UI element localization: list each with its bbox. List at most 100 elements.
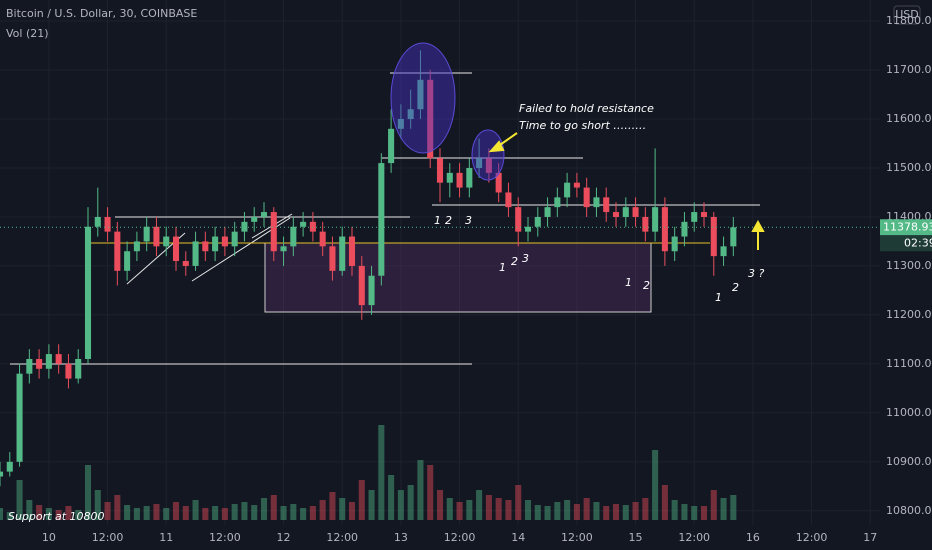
candle-body xyxy=(241,221,248,232)
x-tick-label: 12 xyxy=(277,531,291,544)
volume-bar xyxy=(681,504,688,520)
volume-bar xyxy=(172,502,180,520)
volume-bar xyxy=(554,502,561,520)
volume-bar xyxy=(0,508,4,520)
candle-body xyxy=(612,212,620,217)
volume-bar xyxy=(114,495,121,520)
volume-bar xyxy=(16,480,23,520)
x-tick-label: 12:00 xyxy=(678,531,710,544)
range-box xyxy=(264,242,652,313)
currency-button[interactable] xyxy=(893,5,921,25)
volume-bar xyxy=(202,508,209,520)
volume-bar xyxy=(192,500,199,520)
volume-bar xyxy=(45,508,52,520)
candle-body xyxy=(16,373,23,462)
volume-bar xyxy=(368,490,375,520)
arrow-head xyxy=(488,140,505,153)
y-tick-label: 11200.00 xyxy=(886,308,932,321)
volume-bar xyxy=(260,498,268,520)
volume-bar xyxy=(661,485,668,520)
y-tick-label: 11800.00 xyxy=(886,14,932,27)
volume-bar xyxy=(251,505,258,520)
volume-bar xyxy=(417,460,424,520)
volume-bar xyxy=(632,502,639,520)
candle-body xyxy=(436,158,444,183)
countdown-label: 02:39 xyxy=(904,236,932,249)
candle-body xyxy=(231,231,238,247)
candle-body xyxy=(300,221,307,227)
candle-body xyxy=(407,109,414,120)
volume-bar xyxy=(427,465,434,520)
candle-body xyxy=(75,358,82,379)
candle-body xyxy=(192,241,199,266)
candle-body xyxy=(45,354,52,369)
countdown-box xyxy=(880,235,932,252)
volume-bar xyxy=(55,510,62,520)
volume-bar xyxy=(534,505,541,520)
candle-body xyxy=(94,216,101,227)
candle-body xyxy=(524,226,532,232)
candle-body xyxy=(700,212,708,217)
x-tick-label: 17 xyxy=(863,531,877,544)
volume-bar xyxy=(94,490,101,520)
x-tick-label: 13 xyxy=(394,531,408,544)
candle-body xyxy=(163,236,170,247)
volume-bar xyxy=(397,490,404,520)
volume-bar xyxy=(710,490,717,520)
volume-bar xyxy=(388,475,395,520)
volume-bar xyxy=(524,500,532,520)
candle-body xyxy=(260,212,268,217)
candle-body xyxy=(730,227,737,247)
arrow-head xyxy=(751,219,765,232)
volume-bar xyxy=(700,506,708,520)
candle-body xyxy=(427,79,434,159)
volume-bar xyxy=(446,498,453,520)
x-tick-label: 11 xyxy=(159,531,173,544)
candle-body xyxy=(622,207,629,217)
candle-body xyxy=(485,158,492,173)
candle-body xyxy=(534,216,541,227)
candle-body xyxy=(564,182,571,198)
currency-label[interactable]: USD xyxy=(895,8,919,21)
grid xyxy=(0,0,880,525)
candle-body xyxy=(6,461,13,472)
volume-bar xyxy=(65,506,72,520)
volume-bar xyxy=(75,510,82,520)
candle-body xyxy=(515,207,522,232)
candle-body xyxy=(339,236,346,271)
candle-body xyxy=(221,236,228,247)
annotation: 3 xyxy=(522,252,529,265)
x-tick-label: 12:00 xyxy=(796,531,828,544)
volume-bar xyxy=(339,498,346,520)
candle-body xyxy=(348,236,356,266)
volume-bar xyxy=(573,504,580,520)
y-tick-label: 10900.00 xyxy=(886,455,932,468)
candle-body xyxy=(710,216,717,257)
candle-body xyxy=(319,231,326,247)
volume-bar xyxy=(221,508,228,520)
volume-bar xyxy=(456,502,463,520)
candle-body xyxy=(417,79,424,110)
volume-bar xyxy=(485,495,492,520)
volume-bar xyxy=(378,425,385,520)
volume-bar xyxy=(104,502,111,520)
x-tick-label: 12:00 xyxy=(561,531,593,544)
candle-body xyxy=(652,207,659,232)
candle-body xyxy=(397,119,404,129)
volume-bar xyxy=(583,498,590,520)
volume-bar xyxy=(564,500,571,520)
volume-bar xyxy=(319,500,326,520)
candle-body xyxy=(378,163,385,276)
volume-bar xyxy=(603,506,610,520)
volume-bar xyxy=(26,500,33,520)
y-tick-label: 11000.00 xyxy=(886,406,932,419)
candle-body xyxy=(84,226,92,359)
candle-body xyxy=(114,231,121,271)
candle-body xyxy=(153,226,160,247)
volume-bar xyxy=(642,498,649,520)
arrows xyxy=(488,132,765,250)
annotation: 1 xyxy=(625,276,632,289)
candle-body xyxy=(671,236,678,252)
